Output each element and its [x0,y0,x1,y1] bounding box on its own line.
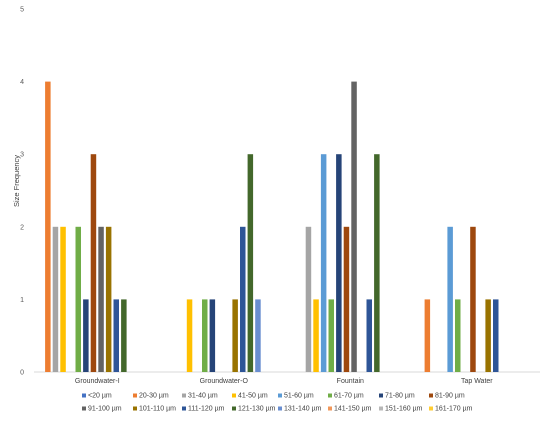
legend-swatch [328,406,332,411]
bars [45,81,499,372]
legend-label: 31-40 µm [188,393,218,400]
bar [374,154,380,372]
bar [90,154,97,372]
x-category-label: Fountain [337,378,364,385]
bar [83,299,89,372]
legend-swatch [182,393,186,398]
x-category-label: Groundwater-O [200,378,249,385]
bar [328,299,334,372]
bar [121,299,127,372]
y-tick-label: 5 [20,7,24,14]
bar [255,299,261,372]
legend-label: 81-90 µm [435,393,465,400]
y-axis-label: Size Frequency [12,155,21,207]
legend-label: 111-120 µm [188,406,225,413]
bar [60,226,66,372]
bar [455,299,461,372]
legend-swatch [82,393,86,398]
bar [232,299,238,372]
legend-label: 131-140 µm [284,406,322,413]
legend-label: 51-60 µm [284,393,314,400]
legend-swatch [379,393,383,398]
x-category-label: Groundwater-I [75,378,120,385]
legend-swatch [379,406,383,411]
bar [113,299,119,372]
bar [493,299,499,372]
bar [485,299,491,372]
bar [320,154,327,372]
legend-swatch [429,393,433,398]
legend-swatch [429,406,433,411]
legend-swatch [328,393,332,398]
bar [343,226,350,372]
legend-swatch [278,393,282,398]
bar [202,299,208,372]
legend-label: 61-70 µm [334,393,364,400]
y-tick-label: 1 [20,297,24,304]
legend-label: 101-110 µm [139,406,176,413]
bar [366,299,372,372]
legend-label: 141-150 µm [334,406,372,413]
y-axis-ticks: 0 1 2 3 4 5 [20,7,24,377]
bar [52,226,59,372]
x-category-label: Tap Water [461,378,493,385]
bar [313,299,319,372]
legend-swatch [82,406,86,411]
bar [105,226,112,372]
legend-swatch [232,406,236,411]
y-tick-label: 4 [20,79,24,86]
bar [186,299,193,372]
legend-label: 161-170 µm [435,406,473,413]
legend-swatch [133,406,137,411]
bar [424,299,431,372]
bar [447,226,453,372]
bar [45,81,51,372]
legend-label: 151-160 µm [385,406,423,413]
bar [209,299,216,372]
legend-label: 91-100 µm [88,406,122,413]
bar [240,226,246,372]
bar [305,226,312,372]
legend-label: 41-50 µm [238,393,268,400]
legend-label: <20 µm [88,393,112,400]
y-tick-label: 3 [20,152,24,159]
legend-label: 71-80 µm [385,393,415,400]
bar [336,154,342,372]
bar [98,226,104,372]
legend: <20 µm 20-30 µm 31-40 µm 41-50 µm 51-60 µm 61… [82,393,473,413]
legend-swatch [133,393,137,398]
legend-swatch [278,406,282,411]
legend-swatch [182,406,186,411]
legend-label: 121-130 µm [238,406,276,413]
bar [351,81,357,372]
y-tick-label: 2 [20,224,24,231]
bar [247,154,254,372]
bar [470,226,476,372]
legend-swatch [232,393,236,398]
y-tick-label: 0 [20,370,24,377]
x-axis-category-labels: Groundwater-I Groundwater-O Fountain Tap Wa… [75,378,493,385]
bar [75,226,81,372]
legend-label: 20-30 µm [139,393,169,400]
